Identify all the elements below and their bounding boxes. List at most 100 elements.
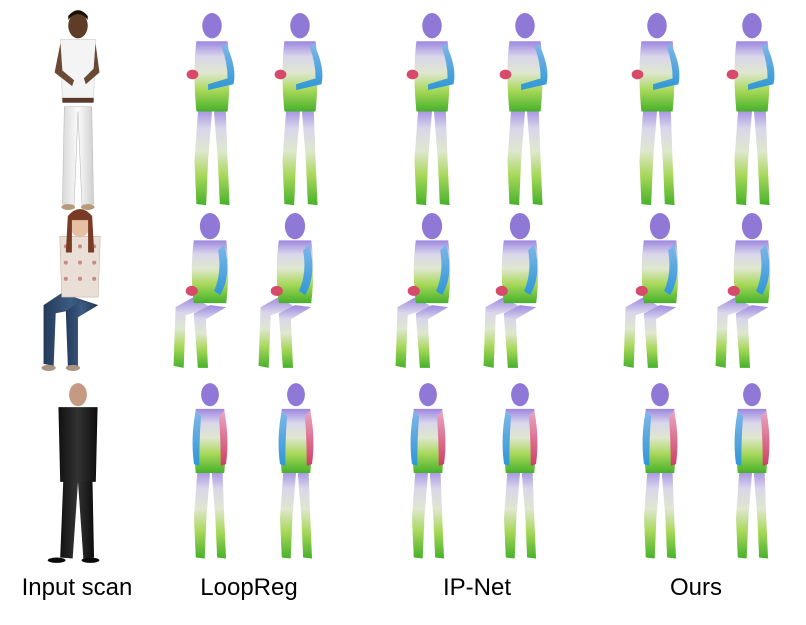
mesh-left-leg	[643, 468, 660, 559]
mesh-left-leg	[193, 468, 210, 559]
scan-jeans-right	[65, 301, 99, 366]
scan-shoe-left	[41, 364, 56, 371]
mesh-right-leg	[211, 468, 227, 559]
scan-blouse-flower	[77, 276, 83, 281]
mesh-left-leg	[715, 297, 752, 368]
mesh-left-leg	[734, 106, 752, 206]
mesh-head	[509, 212, 531, 240]
mesh-head	[419, 383, 437, 407]
mesh-left-leg	[735, 468, 752, 559]
mesh-right-leg	[521, 468, 537, 559]
mesh-left-leg	[623, 297, 660, 368]
mesh-left-leg	[507, 106, 525, 206]
scan-belt	[62, 97, 94, 103]
mesh-left-arm	[521, 43, 548, 91]
mesh-head	[201, 383, 219, 407]
mesh-right-leg	[193, 305, 227, 368]
mesh-head	[742, 13, 762, 39]
mesh-right-leg	[753, 468, 769, 559]
mesh-right-leg	[278, 305, 312, 368]
ipnet-row-2-b	[483, 212, 539, 368]
mesh-right-hand	[635, 285, 648, 297]
ours-row-3-b	[734, 383, 770, 559]
mesh-right-leg	[526, 106, 543, 206]
mesh-right-hand	[495, 285, 508, 297]
scan-head	[68, 13, 88, 39]
mesh-head	[422, 13, 442, 39]
ipnet-row-3-b	[502, 383, 538, 559]
mesh-torso	[414, 41, 450, 112]
mesh-head	[743, 383, 761, 407]
mesh-left-arm	[410, 410, 420, 466]
mesh-right-hand	[270, 285, 283, 297]
scan-blouse-flower	[92, 260, 97, 265]
input-scan-row-2	[41, 208, 101, 371]
mesh-head	[284, 212, 306, 240]
input-scan-row-3	[47, 383, 100, 563]
ours-row-1-b	[726, 13, 775, 206]
scan-hair	[65, 208, 95, 253]
mesh-right-leg	[658, 106, 675, 206]
mesh-torso	[734, 41, 770, 112]
mesh-head	[202, 13, 222, 39]
scan-hair	[68, 10, 88, 20]
mesh-torso	[643, 408, 677, 473]
mesh-left-arm	[296, 43, 323, 91]
loopreg-row-2-b	[258, 212, 314, 368]
mesh-left-arm	[642, 410, 652, 466]
mesh-head	[290, 13, 310, 39]
scan-shoe-left	[61, 204, 76, 210]
mesh-right-arm	[218, 410, 228, 466]
mesh-left-arm	[664, 244, 678, 295]
scan-blouse-flower	[77, 244, 83, 249]
mesh-right-hand	[407, 285, 420, 297]
mesh-left-leg	[395, 297, 432, 368]
mesh-right-arm	[668, 410, 678, 466]
ours-row-2-a	[623, 212, 679, 368]
mesh-torso	[735, 408, 769, 473]
scan-blouse-flower	[63, 260, 68, 265]
caption-ipnet: IP-Net	[442, 574, 512, 601]
scan-jeans	[43, 293, 99, 366]
mesh-torso	[282, 41, 318, 112]
ipnet-row-1-a	[406, 13, 455, 206]
mesh-right-hand	[186, 69, 199, 80]
mesh-torso	[193, 408, 227, 473]
mesh-left-leg	[194, 106, 212, 206]
scan-arm-left	[54, 43, 75, 87]
scan-white-top	[60, 39, 96, 103]
mesh-right-hand	[727, 285, 740, 297]
mesh-left-arm	[436, 244, 450, 295]
mesh-torso	[503, 408, 537, 473]
mesh-head	[511, 383, 529, 407]
mesh-right-hand	[499, 69, 512, 80]
mesh-right-leg	[415, 305, 449, 368]
mesh-left-leg	[503, 468, 520, 559]
mesh-left-leg	[282, 106, 300, 206]
mesh-left-leg	[258, 297, 295, 368]
scan-head	[69, 383, 87, 407]
mesh-torso	[194, 41, 230, 112]
scan-blouse-flower	[63, 276, 68, 281]
mesh-right-leg	[429, 468, 445, 559]
mesh-left-leg	[411, 468, 428, 559]
loopreg-row-2-a	[173, 212, 229, 368]
mesh-torso	[411, 408, 445, 473]
mesh-right-arm	[760, 410, 770, 466]
caption-input-scan: Input scan	[21, 574, 133, 601]
mesh-right-hand	[274, 69, 287, 80]
scan-arm-right	[83, 43, 100, 85]
ipnet-row-3-a	[410, 383, 446, 559]
mesh-left-leg	[483, 297, 520, 368]
mesh-head	[647, 13, 667, 39]
mesh-head	[287, 383, 305, 407]
mesh-left-leg	[639, 106, 657, 206]
mesh-left-arm	[299, 244, 313, 295]
mesh-head	[199, 212, 221, 240]
mesh-left-leg	[279, 468, 296, 559]
mesh-head	[741, 212, 763, 240]
mesh-right-leg	[643, 305, 677, 368]
mesh-right-leg	[503, 305, 537, 368]
mesh-right-arm	[304, 410, 314, 466]
